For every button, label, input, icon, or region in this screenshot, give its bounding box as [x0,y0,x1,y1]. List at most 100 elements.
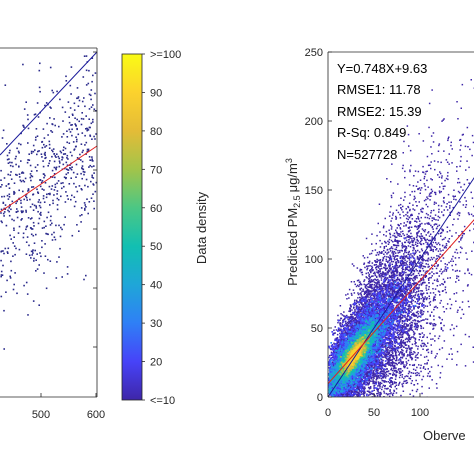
left-point [73,148,76,150]
left-point [47,233,49,236]
left-point [78,185,81,187]
right-point [407,205,409,208]
left-point [87,212,89,215]
right-point [449,211,451,214]
right-point [379,272,382,275]
left-point [42,128,45,130]
left-point [61,228,63,231]
right-point [436,285,439,287]
left-point [0,179,2,181]
left-ticks [40,51,97,397]
left-x-tick-600: 600 [87,409,105,421]
right-point [439,270,441,272]
left-point [41,180,44,182]
right-point [445,308,448,310]
left-point [43,153,46,155]
right-point [411,277,413,280]
right-point [370,279,373,281]
left-point [73,182,75,185]
right-point [401,328,404,330]
right-point [445,159,448,161]
right-point [433,201,436,203]
right-point [374,271,376,274]
right-point [428,102,431,105]
left-point [73,196,76,198]
right-point [401,259,403,261]
right-point [374,395,376,397]
right-point [416,239,419,242]
right-point [382,295,384,297]
right-point [399,351,402,353]
right-point [432,323,434,325]
right-point [413,247,415,249]
left-point [95,133,97,135]
right-point [392,365,395,367]
left-point [18,225,21,228]
right-point [440,328,443,330]
right-point [357,292,359,294]
right-point [436,248,438,250]
right-point [376,292,378,295]
left-point [66,168,69,171]
right-point [396,332,399,334]
right-point [374,282,377,284]
left-point [11,161,13,164]
right-point [383,392,386,394]
right-point [422,336,425,338]
right-point [399,329,401,332]
left-point [54,238,57,241]
right-point [407,330,409,332]
right-point [458,241,460,243]
left-point [76,138,78,141]
right-point [395,310,398,313]
right-point [451,264,453,267]
right-point [384,302,386,304]
right-point [453,198,455,200]
right-point [376,251,379,254]
right-point [390,267,392,269]
right-point [408,250,410,253]
left-point [87,185,89,188]
left-point [64,111,67,113]
right-point [390,386,392,388]
left-point [44,151,46,154]
right-point [376,306,379,308]
right-point [417,231,420,233]
right-point [395,374,398,376]
right-point [428,223,431,225]
right-point [401,274,403,276]
left-point [23,284,25,287]
right-point [398,295,400,297]
right-point [362,393,364,395]
right-point [424,216,426,219]
left-point [78,99,81,102]
right-point [471,154,473,157]
right-point [377,298,379,300]
left-point [77,133,80,136]
left-point [86,150,89,153]
colorbar-tick-label: >=100 [150,49,181,61]
right-point [364,376,366,379]
right-point [367,278,370,280]
right-point [407,230,410,233]
right-point [371,250,374,252]
right-point [440,161,442,164]
right-point [390,361,392,364]
right-point [394,359,397,362]
right-point [390,272,393,275]
right-point [379,383,381,385]
right-point [402,339,405,342]
left-point [40,255,42,258]
right-point [408,259,411,261]
right-point [378,359,381,361]
left-point [36,164,39,166]
left-point [25,211,27,213]
right-point [396,276,399,279]
right-point [448,201,450,203]
left-point [12,288,15,291]
left-point [91,174,93,177]
left-point [52,148,55,150]
right-point [407,353,409,356]
left-point [59,98,61,101]
right-point [396,359,398,362]
